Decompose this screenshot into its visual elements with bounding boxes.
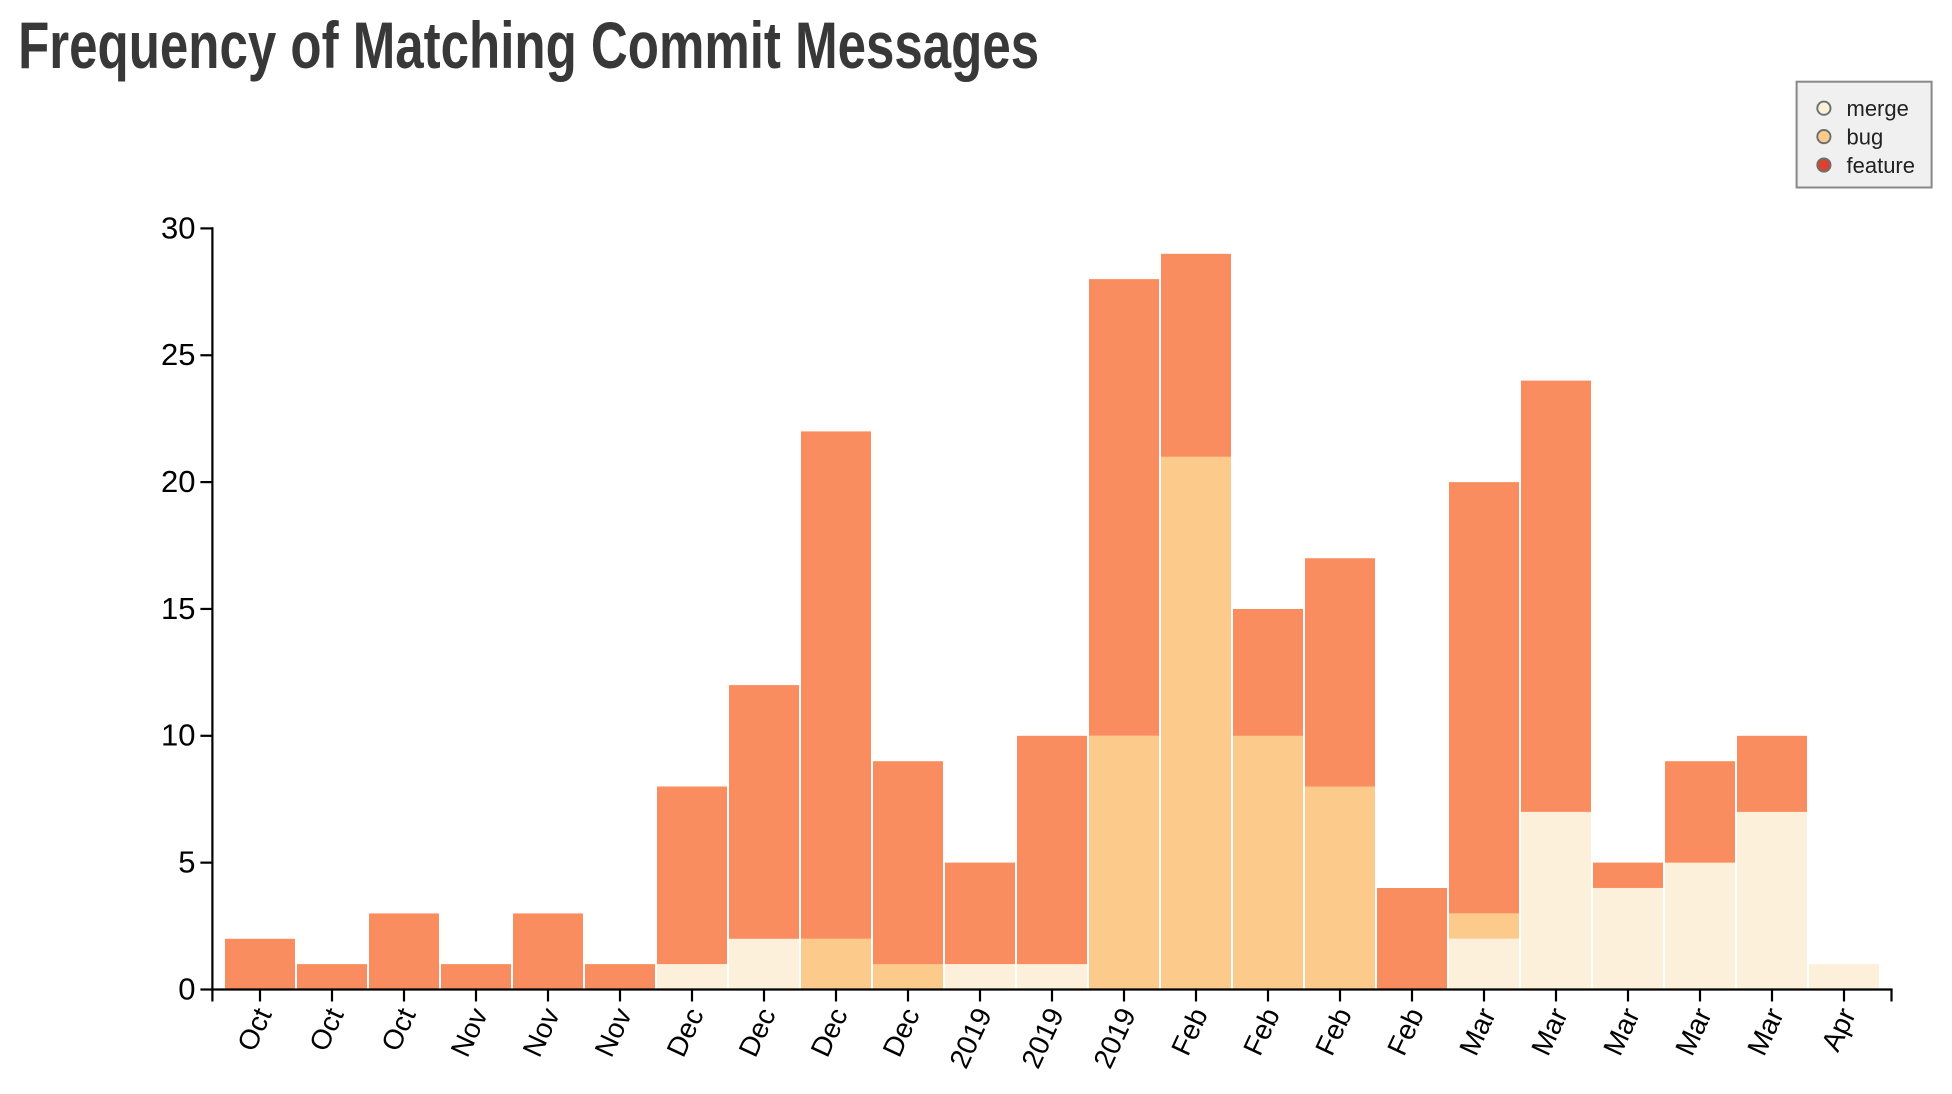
svg-text:10: 10 [161,718,195,753]
svg-text:merge: merge [1847,96,1909,121]
svg-text:5: 5 [178,845,195,880]
svg-text:feature: feature [1847,153,1916,178]
svg-text:0: 0 [178,971,195,1006]
svg-text:30: 30 [161,210,195,245]
svg-text:Frequency of Matching Commit M: Frequency of Matching Commit Messages [18,8,1039,82]
svg-text:15: 15 [161,591,195,626]
svg-text:20: 20 [161,464,195,499]
svg-text:bug: bug [1847,125,1884,150]
svg-text:25: 25 [161,337,195,372]
